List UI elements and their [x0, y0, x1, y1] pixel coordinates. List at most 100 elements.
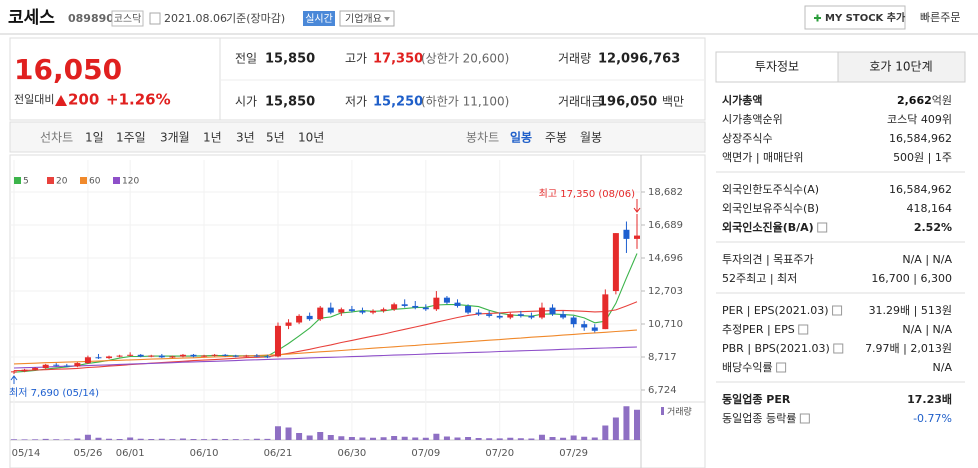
candle-body — [475, 312, 482, 315]
high-arrow — [633, 199, 641, 213]
help-icon — [833, 343, 844, 354]
candle-body — [412, 305, 419, 308]
candle-body — [517, 314, 524, 316]
info-value: 2.52% — [914, 221, 952, 234]
ma-line — [13, 253, 638, 373]
mystock-button[interactable] — [804, 5, 906, 30]
x-tick-label: 06/01 — [116, 448, 145, 459]
candle-body — [253, 355, 260, 357]
basis: 기준(장마감) — [226, 12, 285, 25]
candle-period[interactable]: 일봉 — [510, 131, 532, 145]
volume-bar — [201, 439, 208, 440]
volume-bar — [507, 437, 514, 440]
quote-note: (상한가 20,600) — [421, 52, 509, 66]
volume-bar — [486, 438, 493, 440]
y-tick-label: 8,717 — [648, 352, 677, 363]
volume-bar — [106, 438, 113, 440]
volume-bar — [222, 439, 229, 440]
volume-bar — [127, 437, 134, 440]
candle-body — [338, 309, 345, 313]
info-label: 외국인소진율(B/A) — [722, 220, 814, 234]
candle-body — [317, 307, 324, 320]
volume-bar — [581, 436, 588, 440]
info-label: 상장주식수 — [722, 132, 773, 145]
candle-body — [106, 356, 113, 359]
overview[interactable]: 기업개요 — [345, 12, 382, 25]
info-label: 외국인한도주식수(A) — [722, 183, 819, 196]
y-tick-label: 10,710 — [648, 319, 683, 330]
period[interactable]: 3년 — [236, 131, 255, 145]
info-label: 시가총액 — [722, 93, 762, 107]
period[interactable]: 1일 — [85, 131, 104, 145]
volume-bar — [454, 437, 461, 440]
dropdown-arrow — [384, 17, 390, 21]
quote-box — [9, 37, 706, 121]
volume-bar — [53, 439, 60, 440]
volume-bar — [327, 435, 334, 440]
period[interactable]: 5년 — [266, 131, 285, 145]
volume-bar — [32, 439, 39, 440]
info-label: 추정PER | EPS — [722, 323, 795, 336]
help-icon — [817, 222, 828, 233]
candle-body — [612, 233, 619, 292]
tab-label[interactable]: 호가 10단계 — [869, 60, 932, 74]
mystock[interactable]: MY STOCK 추가 — [825, 11, 906, 24]
info-label: 투자의견 | 목표주가 — [722, 253, 814, 266]
candle-body — [74, 363, 81, 367]
volume-bar — [42, 438, 49, 440]
candle-body — [496, 315, 503, 318]
period[interactable]: 10년 — [298, 131, 324, 145]
realtime-badge[interactable] — [303, 11, 335, 26]
quote-value: 15,850 — [265, 95, 315, 110]
volume-bar — [391, 436, 398, 440]
y-tick-label: 16,689 — [648, 220, 683, 231]
info-value-unit: 억원 — [932, 94, 952, 107]
toolbar-label: 봉차트 — [466, 131, 499, 145]
help-icon — [832, 305, 843, 316]
candle-body — [391, 304, 398, 310]
change-pct: +1.26% — [106, 91, 171, 109]
volume-bar — [538, 434, 545, 440]
volume-bar — [95, 437, 102, 440]
realtime[interactable]: 실시간 — [305, 13, 333, 25]
market-badge — [111, 10, 144, 27]
info-label: 동일업종 PER — [722, 392, 791, 406]
volume-bar — [84, 434, 91, 440]
tab[interactable] — [837, 51, 966, 83]
x-tick-label: 06/10 — [190, 448, 219, 459]
info-value: 16,584,962 — [889, 183, 952, 196]
volume-bar — [634, 409, 640, 440]
candle-period[interactable]: 주봉 — [545, 131, 567, 145]
period[interactable]: 3개월 — [160, 131, 190, 145]
candle-body — [538, 307, 545, 318]
info-label: 배당수익률 — [722, 361, 773, 374]
candle-body — [63, 365, 70, 367]
quick-order[interactable]: 빠른주문 — [920, 11, 960, 24]
info-value: 16,584,962 — [889, 132, 952, 145]
tab-active[interactable] — [715, 51, 839, 83]
volume-bar — [401, 436, 408, 440]
candle-body — [306, 315, 313, 320]
price: 16,050 — [14, 53, 122, 86]
volume-bar — [211, 438, 218, 440]
volume-bar — [359, 437, 366, 440]
period[interactable]: 1년 — [203, 131, 222, 145]
quote-note: (하한가 11,100) — [421, 95, 509, 109]
volume-bar — [602, 425, 609, 440]
overview-button[interactable] — [339, 10, 395, 27]
candle-body — [264, 356, 271, 358]
volume-bar — [232, 439, 239, 440]
tab-label[interactable]: 투자정보 — [755, 60, 799, 74]
candle-body — [602, 294, 609, 330]
volume-bar — [190, 439, 197, 440]
legend-label: 60 — [89, 177, 101, 187]
period[interactable]: 1주일 — [116, 131, 146, 145]
candle-body — [486, 314, 493, 316]
volume-label: 거래량 — [667, 406, 692, 418]
candle-period[interactable]: 월봉 — [580, 131, 602, 145]
quote-label: 거래량 — [558, 52, 591, 66]
volume-bar — [179, 438, 186, 440]
candle-body — [348, 309, 355, 311]
legend-swatch — [80, 177, 87, 184]
